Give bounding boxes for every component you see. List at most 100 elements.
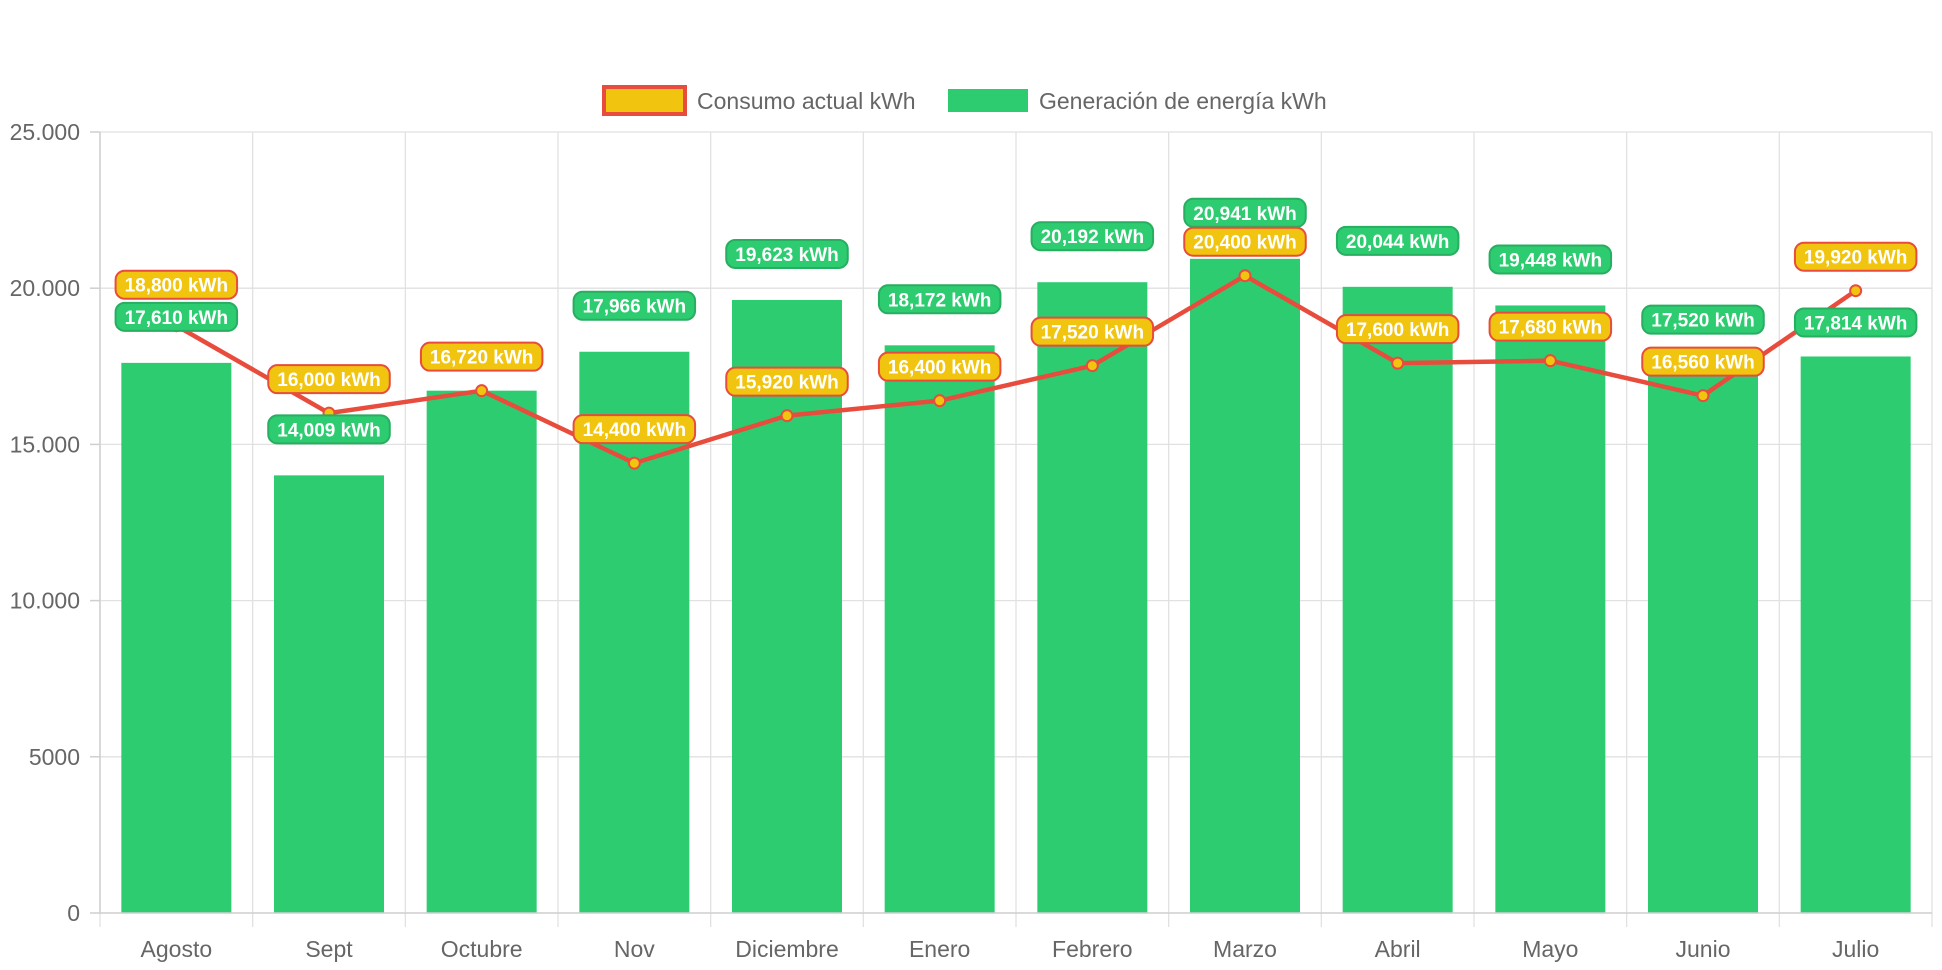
line-data-label: 14,400 kWh xyxy=(572,414,697,445)
line-data-label-text: 19,920 kWh xyxy=(1804,248,1908,269)
x-tick-label: Nov xyxy=(614,936,655,962)
x-tick-label: Abril xyxy=(1375,936,1421,962)
axes: 0 5000 10.000 15.000 20.000 25.000 Agosto Sept O… xyxy=(10,119,1932,962)
bar-data-label-bg xyxy=(1335,225,1460,256)
y-tick-label: 25.000 xyxy=(10,119,80,145)
consumo-point[interactable] xyxy=(1543,354,1557,368)
bar-data-label: 14,009 kWh xyxy=(267,414,391,445)
bar-data-label-bg xyxy=(877,284,1002,315)
consumo-point[interactable] xyxy=(1085,359,1099,373)
bar-data-label-text: 19,448 kWh xyxy=(1499,250,1603,271)
x-tick-label: Sept xyxy=(305,936,353,962)
legend[interactable]: Consumo actual kWh Generación de energía… xyxy=(602,85,1327,116)
bar-generacion[interactable] xyxy=(274,475,384,913)
y-tick-label: 20.000 xyxy=(10,275,80,301)
bar-data-label-bg xyxy=(114,301,239,332)
x-tick-label: Julio xyxy=(1832,936,1879,962)
y-tick-label: 15.000 xyxy=(10,431,80,457)
line-data-label-bg xyxy=(1030,316,1155,347)
y-tick-label: 5000 xyxy=(29,744,80,770)
bar-generacion[interactable] xyxy=(1037,282,1148,914)
line-data-label-bg xyxy=(1183,226,1307,257)
bar-data-label: 17,966 kWh xyxy=(572,290,697,321)
x-tick-label: Mayo xyxy=(1522,936,1578,962)
line-data-label-text: 17,680 kWh xyxy=(1499,318,1603,339)
bar-data-label: 17,520 kWh xyxy=(1641,304,1765,335)
line-data-label-text: 14,400 kWh xyxy=(583,420,687,441)
line-data-label-bg xyxy=(267,364,391,395)
bar-generacion[interactable] xyxy=(1190,258,1300,913)
bar-generacion[interactable] xyxy=(1648,365,1758,914)
consumo-point[interactable] xyxy=(1238,269,1252,283)
bar-data-label-text: 18,172 kWh xyxy=(888,290,992,311)
bar-data-label: 17,610 kWh xyxy=(114,301,239,332)
bar-data-label-text: 14,009 kWh xyxy=(277,420,381,441)
line-data-label-bg xyxy=(725,366,849,397)
line-data-label-text: 20,400 kWh xyxy=(1193,233,1297,254)
bar-data-label: 17,814 kWh xyxy=(1793,307,1918,338)
bar-generacion[interactable] xyxy=(1342,286,1453,913)
x-tick-label: Marzo xyxy=(1213,936,1277,962)
bar-data-label: 18,172 kWh xyxy=(877,284,1002,315)
consumo-line xyxy=(175,273,1857,466)
x-tick-label: Diciembre xyxy=(735,936,839,962)
bar-data-label: 20,941 kWh xyxy=(1183,197,1307,228)
x-tick-label: Junio xyxy=(1676,936,1731,962)
bar-data-label-text: 20,192 kWh xyxy=(1041,227,1145,248)
line-data-label-text: 17,520 kWh xyxy=(1041,323,1145,344)
x-tick-label: Febrero xyxy=(1052,936,1133,962)
data-labels: 17,610 kWh 14,009 kWh 17,966 kWh 19,623 kWh… xyxy=(114,197,1918,445)
bar-data-label-bg xyxy=(267,414,391,445)
line-data-label-bg xyxy=(1793,241,1918,272)
bar-generacion[interactable] xyxy=(1800,356,1911,914)
bar-data-label-text: 20,044 kWh xyxy=(1346,232,1450,253)
legend-label-generacion[interactable]: Generación de energía kWh xyxy=(1039,88,1327,114)
line-data-label-bg xyxy=(1488,311,1613,342)
line-data-label-bg xyxy=(877,351,1002,382)
consumo-point[interactable] xyxy=(1849,284,1863,298)
bar-data-label-bg xyxy=(1641,304,1765,335)
bar-data-label-text: 17,814 kWh xyxy=(1804,313,1908,334)
line-data-label: 17,520 kWh xyxy=(1030,316,1155,347)
legend-label-consumo[interactable]: Consumo actual kWh xyxy=(697,88,916,114)
bar-data-label-bg xyxy=(1488,244,1613,275)
line-data-label-text: 18,800 kWh xyxy=(125,276,229,297)
consumo-point[interactable] xyxy=(475,384,489,398)
bar-generacion[interactable] xyxy=(1495,305,1606,914)
y-tick-label: 10.000 xyxy=(10,588,80,614)
line-data-label-text: 17,600 kWh xyxy=(1346,320,1450,341)
bar-generacion[interactable] xyxy=(732,299,842,913)
bar-generacion[interactable] xyxy=(426,390,537,913)
line-data-label: 17,600 kWh xyxy=(1335,314,1460,345)
bar-data-label: 20,192 kWh xyxy=(1030,221,1155,252)
bar-generacion[interactable] xyxy=(884,345,995,913)
bar-data-label-text: 17,520 kWh xyxy=(1651,311,1755,332)
line-data-label: 17,680 kWh xyxy=(1488,311,1613,342)
line-data-label-text: 16,720 kWh xyxy=(430,348,534,369)
consumo-point[interactable] xyxy=(1391,356,1405,370)
line-data-label: 16,000 kWh xyxy=(267,364,391,395)
bar-data-label-text: 17,610 kWh xyxy=(125,308,229,329)
consumo-point[interactable] xyxy=(780,409,794,423)
consumo-point[interactable] xyxy=(1696,389,1710,403)
line-data-label-text: 16,400 kWh xyxy=(888,358,992,379)
consumo-point[interactable] xyxy=(933,394,947,408)
bar-data-label-text: 17,966 kWh xyxy=(583,297,687,318)
line-data-label-bg xyxy=(1335,314,1460,345)
legend-swatch-generacion[interactable] xyxy=(948,89,1028,112)
line-data-label-bg xyxy=(419,341,544,372)
x-tick-label: Agosto xyxy=(141,936,213,962)
consumo-point[interactable] xyxy=(627,456,641,470)
x-tick-label: Enero xyxy=(909,936,970,962)
generation-bars xyxy=(121,258,1911,914)
bar-data-label-text: 20,941 kWh xyxy=(1193,204,1297,225)
bar-data-label: 19,448 kWh xyxy=(1488,244,1613,275)
grid xyxy=(99,131,1933,927)
legend-swatch-consumo[interactable] xyxy=(602,85,687,116)
bar-generacion[interactable] xyxy=(121,362,232,913)
line-data-label-text: 16,000 kWh xyxy=(277,370,381,391)
bar-data-label-bg xyxy=(725,238,849,269)
x-tick-label: Octubre xyxy=(441,936,523,962)
